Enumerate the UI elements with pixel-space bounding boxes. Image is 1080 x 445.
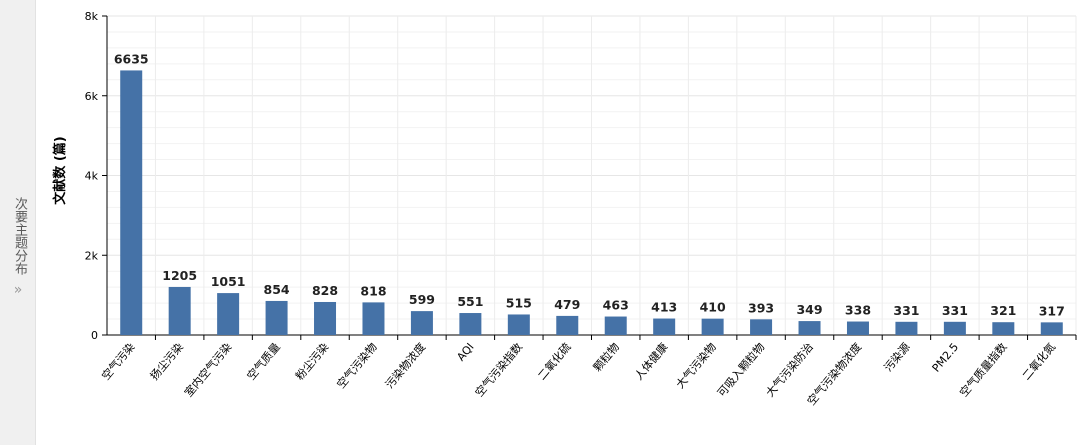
bar-value-label: 1205 [162, 268, 197, 283]
bar-value-label: 479 [554, 297, 580, 312]
bar-10[interactable] [556, 315, 579, 335]
bar-19[interactable] [992, 322, 1015, 335]
x-category-label: 大气污染防治 [763, 340, 816, 400]
bar-value-label: 599 [409, 292, 435, 307]
side-tab-secondary-topics[interactable]: 次要主题分布 » [0, 0, 36, 445]
bar-18[interactable] [943, 321, 966, 335]
x-category-label: 颗粒物 [590, 340, 622, 374]
bar-value-label: 828 [312, 283, 338, 298]
bar-value-label: 818 [360, 283, 386, 298]
x-category-label: 空气污染物 [334, 340, 380, 391]
y-axis-label: 文献数 (篇) [52, 136, 68, 204]
bar-13[interactable] [701, 318, 724, 335]
x-category-label: 可吸入颗粒物 [714, 340, 767, 400]
y-tick-label: 8k [85, 10, 99, 23]
x-category-label: 扬尘污染 [147, 340, 186, 383]
bar-5[interactable] [314, 301, 337, 335]
bar-17[interactable] [895, 321, 918, 335]
bar-15[interactable] [798, 321, 821, 335]
bar-20[interactable] [1040, 322, 1063, 335]
bar-value-label: 515 [506, 295, 532, 310]
y-tick-label: 6k [85, 90, 99, 103]
x-category-label: 二氧化硫 [535, 340, 574, 383]
bar-14[interactable] [750, 319, 773, 335]
bar-value-label: 551 [457, 294, 483, 309]
bar-value-label: 413 [651, 300, 677, 315]
bar-11[interactable] [604, 316, 627, 335]
bar-value-label: 393 [748, 300, 774, 315]
y-tick-label: 0 [91, 329, 98, 342]
bar-value-label: 1051 [211, 274, 246, 289]
x-category-label: 粉尘污染 [292, 340, 331, 383]
bar-6[interactable] [362, 302, 385, 335]
x-category-label: 空气质量 [244, 340, 283, 383]
side-tab-label: 次要主题分布 [12, 197, 27, 275]
x-category-label: 空气污染指数 [472, 340, 525, 400]
bar-7[interactable] [410, 311, 433, 335]
bar-value-label: 317 [1039, 303, 1065, 318]
bar-1[interactable] [120, 70, 143, 335]
bar-2[interactable] [168, 286, 191, 335]
bar-value-label: 6635 [114, 51, 149, 66]
chart-panel: 0 2k 4k 6k 8k 文献数 (篇) 6635 空气污染 1205 扬尘污染 1051 室内空气… [36, 0, 1080, 445]
x-category-label: 人体健康 [631, 340, 670, 383]
bar-value-label: 410 [700, 300, 726, 315]
y-tick-label: 2k [85, 249, 99, 262]
x-category-label: 大气污染物 [673, 340, 719, 391]
y-tick-label: 4k [85, 170, 99, 183]
double-chevron-right-icon[interactable]: » [13, 282, 23, 298]
x-category-label: 二氧化氮 [1019, 340, 1058, 383]
bar-16[interactable] [846, 321, 869, 335]
bar-3[interactable] [217, 293, 240, 335]
bar-8[interactable] [459, 313, 482, 335]
bar-value-label: 331 [893, 303, 919, 318]
bar-4[interactable] [265, 300, 288, 335]
bar-value-label: 338 [845, 303, 871, 318]
x-category-label: PM2.5 [930, 341, 962, 375]
bar-9[interactable] [507, 314, 530, 335]
bar-12[interactable] [653, 318, 676, 335]
x-category-label: 空气质量指数 [956, 340, 1009, 400]
x-category-label: 污染物浓度 [382, 340, 428, 391]
x-category-label: 室内空气污染 [181, 340, 234, 400]
x-category-label: AQI [454, 341, 476, 364]
x-category-label: 污染源 [881, 340, 913, 374]
bar-chart: 0 2k 4k 6k 8k 文献数 (篇) 6635 空气污染 1205 扬尘污染 1051 室内空气… [52, 10, 1077, 408]
bar-value-label: 463 [603, 298, 629, 313]
bar-value-label: 854 [264, 282, 290, 297]
bar-value-label: 349 [796, 302, 822, 317]
bar-value-label: 321 [990, 303, 1016, 318]
bar-value-label: 331 [942, 303, 968, 318]
x-category-label: 空气污染 [99, 340, 138, 383]
